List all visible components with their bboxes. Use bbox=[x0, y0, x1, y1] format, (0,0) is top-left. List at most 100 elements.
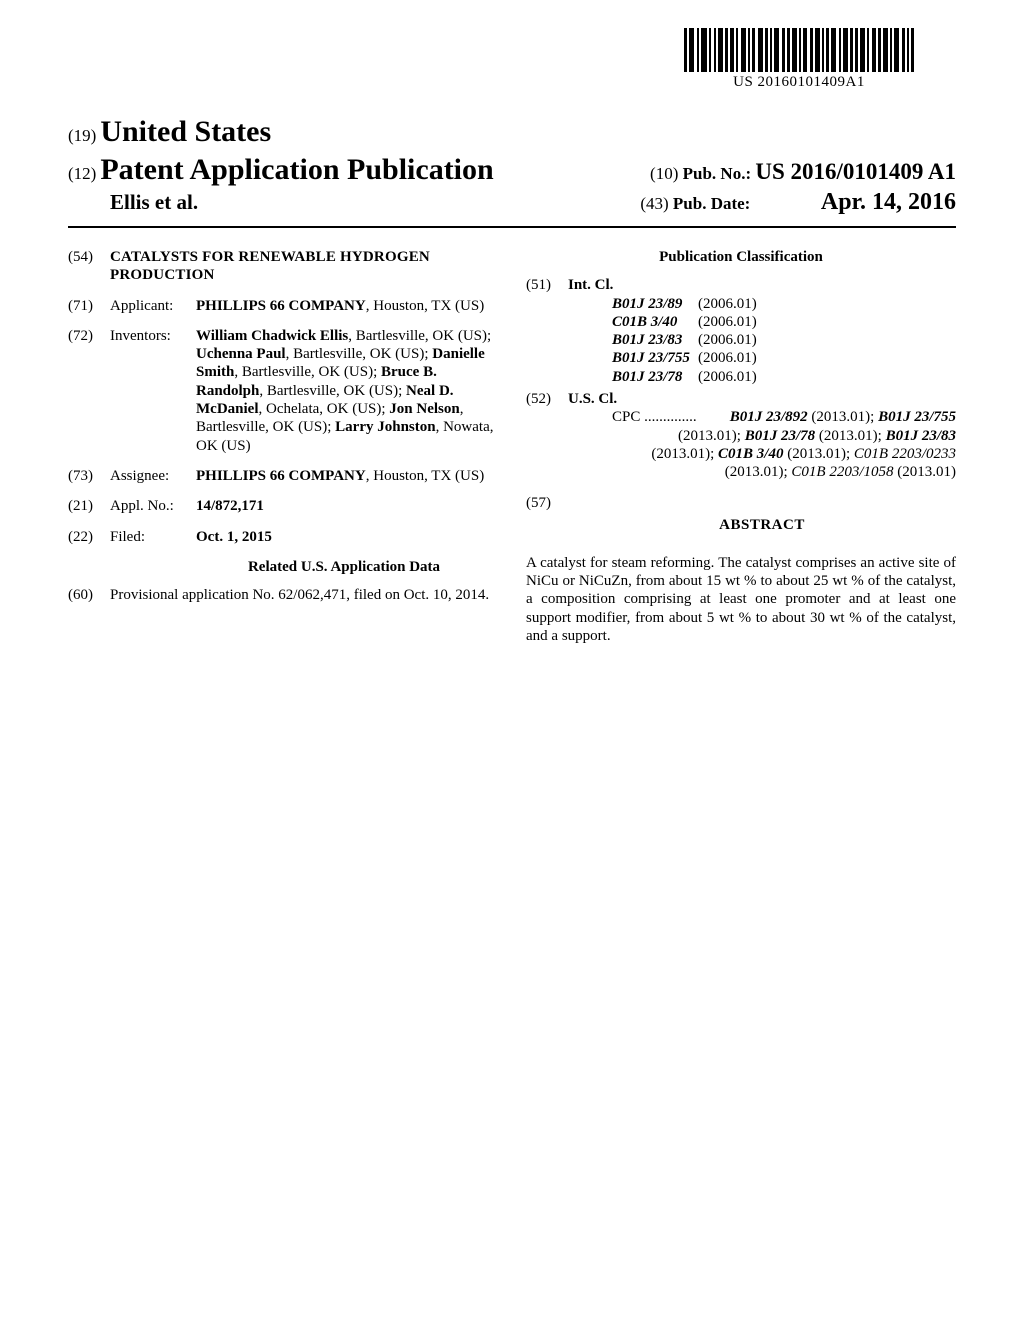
cpc-sep: (2013.01); bbox=[725, 464, 792, 480]
barcode-block: US 20160101409A1 bbox=[684, 28, 914, 91]
field-54-num: (54) bbox=[68, 248, 110, 285]
inventor-1-name: William Chadwick Ellis bbox=[196, 328, 348, 344]
field-71-body: PHILLIPS 66 COMPANY, Houston, TX (US) bbox=[196, 297, 498, 315]
header-authors: Ellis et al. bbox=[68, 190, 198, 215]
field-71-label: Applicant: bbox=[110, 297, 196, 315]
field-73-body: PHILLIPS 66 COMPANY, Houston, TX (US) bbox=[196, 467, 498, 485]
cpc-seg: C01B 3/40 bbox=[718, 446, 783, 462]
line19-prefix: (19) bbox=[68, 126, 96, 145]
field-21-applno: (21) Appl. No.: 14/872,171 bbox=[68, 497, 498, 515]
intcl-code: C01B 3/40 bbox=[568, 313, 698, 331]
right-column: Publication Classification (51) Int. Cl.… bbox=[526, 248, 956, 645]
intcl-code: B01J 23/755 bbox=[568, 349, 698, 367]
related-us-heading: Related U.S. Application Data bbox=[190, 558, 498, 576]
applicant-loc: , Houston, TX (US) bbox=[366, 298, 484, 314]
barcode-graphic bbox=[684, 28, 914, 72]
pub-date-line: (43) Pub. Date: Apr. 14, 2016 bbox=[640, 189, 956, 216]
inventor-7-name: Larry Johnston bbox=[335, 419, 435, 435]
intcl-year: (2006.01) bbox=[698, 295, 757, 313]
field-73-label: Assignee: bbox=[110, 467, 196, 485]
intcl-row: B01J 23/755(2006.01) bbox=[568, 349, 956, 367]
header-line-12-left: (12) Patent Application Publication bbox=[68, 153, 494, 187]
field-22-label: Filed: bbox=[110, 528, 196, 546]
cpc-sep: (2013.01); bbox=[815, 428, 885, 444]
pubdate-value: Apr. 14, 2016 bbox=[821, 189, 956, 215]
patent-header: (19) United States (12) Patent Applicati… bbox=[68, 115, 956, 228]
cpc-sep: (2013.01); bbox=[678, 428, 745, 444]
pub-classification-heading: Publication Classification bbox=[526, 248, 956, 266]
field-73-num: (73) bbox=[68, 467, 110, 485]
inventor-6-name: Jon Nelson bbox=[389, 401, 459, 417]
field-21-value: 14/872,171 bbox=[196, 497, 498, 515]
line19-country: United States bbox=[100, 115, 271, 148]
field-21-label: Appl. No.: bbox=[110, 497, 196, 515]
field-22-value: Oct. 1, 2015 bbox=[196, 528, 498, 546]
inventor-2-name: Uchenna Paul bbox=[196, 346, 286, 362]
field-72-inventors: (72) Inventors: William Chadwick Ellis, … bbox=[68, 327, 498, 455]
applicant-name: PHILLIPS 66 COMPANY bbox=[196, 298, 366, 314]
field-22-filed: (22) Filed: Oct. 1, 2015 bbox=[68, 528, 498, 546]
cpc-sep: (2013.01); bbox=[783, 446, 853, 462]
field-71-applicant: (71) Applicant: PHILLIPS 66 COMPANY, Hou… bbox=[68, 297, 498, 315]
field-54-title: (54) CATALYSTS FOR RENEWABLE HYDROGEN PR… bbox=[68, 248, 498, 285]
intcl-row: C01B 3/40(2006.01) bbox=[568, 313, 956, 331]
field-60-num: (60) bbox=[68, 586, 110, 604]
inventor-5-loc: , Ochelata, OK (US); bbox=[258, 401, 389, 417]
field-51-intcl: (51) Int. Cl. B01J 23/89(2006.01) C01B 3… bbox=[526, 276, 956, 386]
pubno-label: Pub. No.: bbox=[683, 164, 751, 183]
cpc-sep: (2013.01) bbox=[894, 464, 957, 480]
pubno-prefix: (10) bbox=[650, 164, 678, 183]
field-60-provisional: (60) Provisional application No. 62/062,… bbox=[68, 586, 498, 604]
field-54-text: CATALYSTS FOR RENEWABLE HYDROGEN PRODUCT… bbox=[110, 248, 498, 285]
cpc-seg: B01J 23/83 bbox=[886, 428, 956, 444]
cpc-seg: B01J 23/892 bbox=[730, 409, 808, 425]
abstract-heading: ABSTRACT bbox=[568, 516, 956, 534]
field-52-num: (52) bbox=[526, 390, 568, 481]
assignee-loc: , Houston, TX (US) bbox=[366, 468, 484, 484]
intcl-row: B01J 23/89(2006.01) bbox=[568, 295, 956, 313]
field-73-assignee: (73) Assignee: PHILLIPS 66 COMPANY, Hous… bbox=[68, 467, 498, 485]
field-72-num: (72) bbox=[68, 327, 110, 455]
intcl-row: B01J 23/78(2006.01) bbox=[568, 368, 956, 386]
header-authors-row: Ellis et al. (43) Pub. Date: Apr. 14, 20… bbox=[68, 189, 956, 216]
header-line-19: (19) United States bbox=[68, 115, 956, 149]
pubdate-label: Pub. Date: bbox=[673, 194, 750, 213]
header-line-12-row: (12) Patent Application Publication (10)… bbox=[68, 153, 956, 187]
intcl-year: (2006.01) bbox=[698, 368, 757, 386]
field-72-body: William Chadwick Ellis, Bartlesville, OK… bbox=[196, 327, 498, 455]
pubdate-prefix: (43) bbox=[640, 194, 668, 213]
inventor-2-loc: , Bartlesville, OK (US); bbox=[286, 346, 433, 362]
cpc-classification: CPC .............. B01J 23/892 (2013.01)… bbox=[568, 408, 956, 481]
barcode-text: US 20160101409A1 bbox=[684, 74, 914, 91]
intcl-row: B01J 23/83(2006.01) bbox=[568, 331, 956, 349]
field-51-num: (51) bbox=[526, 276, 568, 386]
field-51-label: Int. Cl. bbox=[568, 276, 956, 294]
abstract-text: A catalyst for steam reforming. The cata… bbox=[526, 554, 956, 645]
pubno-value: US 2016/0101409 A1 bbox=[755, 159, 956, 184]
biblio-columns: (54) CATALYSTS FOR RENEWABLE HYDROGEN PR… bbox=[68, 248, 956, 645]
intcl-year: (2006.01) bbox=[698, 349, 757, 367]
cpc-seg: C01B 2203/1058 bbox=[791, 464, 893, 480]
inventor-1-loc: , Bartlesville, OK (US); bbox=[348, 328, 491, 344]
intcl-code: B01J 23/83 bbox=[568, 331, 698, 349]
field-52-body: U.S. Cl. CPC .............. B01J 23/892 … bbox=[568, 390, 956, 481]
left-column: (54) CATALYSTS FOR RENEWABLE HYDROGEN PR… bbox=[68, 248, 498, 645]
intcl-code: B01J 23/89 bbox=[568, 295, 698, 313]
field-57-num: (57) bbox=[526, 494, 568, 548]
cpc-seg: B01J 23/755 bbox=[878, 409, 956, 425]
field-72-label: Inventors: bbox=[110, 327, 196, 455]
assignee-name: PHILLIPS 66 COMPANY bbox=[196, 468, 366, 484]
field-51-body: Int. Cl. B01J 23/89(2006.01) C01B 3/40(2… bbox=[568, 276, 956, 386]
field-57-abstract-heading-row: (57) ABSTRACT bbox=[526, 494, 956, 548]
cpc-seg: B01J 23/78 bbox=[745, 428, 815, 444]
field-22-num: (22) bbox=[68, 528, 110, 546]
field-52-uscl: (52) U.S. Cl. CPC .............. B01J 23… bbox=[526, 390, 956, 481]
cpc-seg: C01B 2203/0233 bbox=[854, 446, 956, 462]
field-21-num: (21) bbox=[68, 497, 110, 515]
intcl-code: B01J 23/78 bbox=[568, 368, 698, 386]
field-60-body: Provisional application No. 62/062,471, … bbox=[110, 586, 498, 604]
intcl-year: (2006.01) bbox=[698, 313, 757, 331]
line12-title: Patent Application Publication bbox=[100, 153, 493, 186]
inventor-4-loc: , Bartlesville, OK (US); bbox=[259, 383, 406, 399]
field-52-label: U.S. Cl. bbox=[568, 390, 956, 408]
